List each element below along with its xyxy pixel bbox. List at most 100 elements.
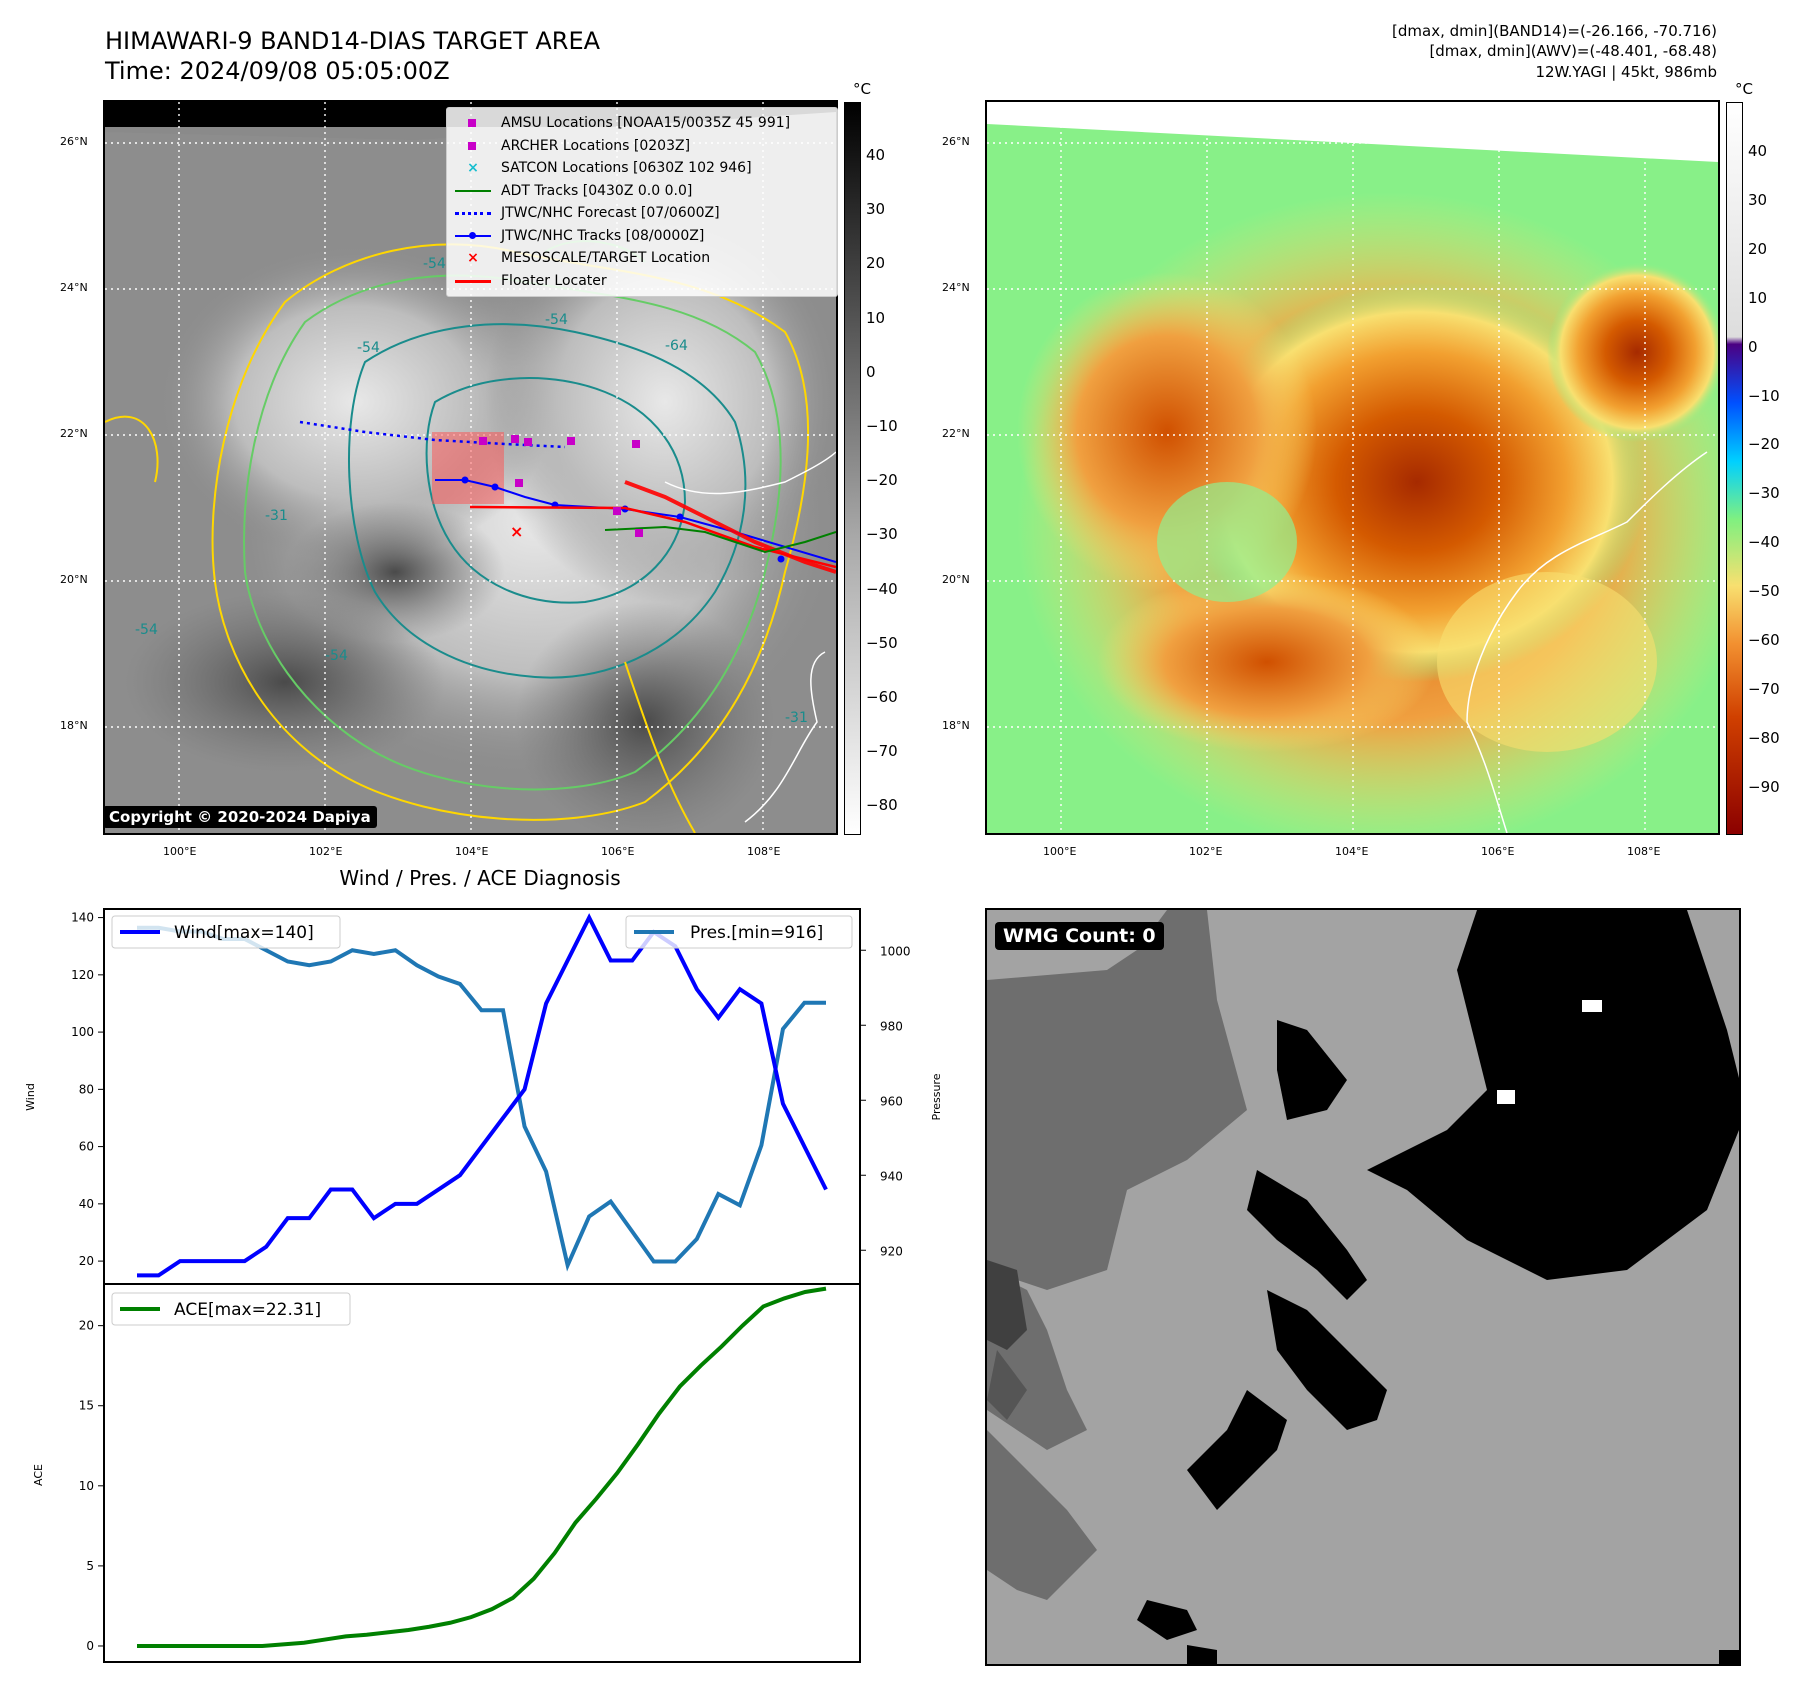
lon-label: 108°E bbox=[1627, 845, 1661, 858]
colorbar-tick-label: −60 bbox=[866, 688, 898, 706]
colorbar-tick-label: −40 bbox=[866, 579, 898, 598]
lat-label: 20°N bbox=[60, 573, 88, 586]
colorbar-tick-label: −50 bbox=[866, 633, 898, 652]
colorbar-tick-label: −40 bbox=[1748, 533, 1780, 552]
pressure-axis-label: Pressure bbox=[930, 1073, 943, 1120]
colorbar-tick-label: −30 bbox=[1748, 484, 1780, 503]
colorbar-tick-label: 30 bbox=[1748, 190, 1768, 209]
lon-label: 104°E bbox=[1335, 845, 1369, 858]
colorbar-tick-label: −30 bbox=[866, 525, 898, 544]
svg-text:-64: -64 bbox=[665, 338, 688, 354]
wind-tick-label: 40 bbox=[79, 1197, 94, 1211]
wind-axis-label: Wind bbox=[24, 1083, 37, 1111]
colorbar-color bbox=[1726, 102, 1743, 835]
colorbar-tick-label: −60 bbox=[1748, 631, 1780, 649]
svg-text:-31: -31 bbox=[265, 508, 288, 524]
ace-tick-label: 0 bbox=[86, 1639, 94, 1653]
colorbar-tick-label: −70 bbox=[866, 742, 898, 761]
svg-text:-54: -54 bbox=[357, 340, 380, 356]
wind-plot-frame bbox=[103, 908, 861, 1285]
lon-label: 102°E bbox=[1189, 845, 1223, 858]
colorbar-tick-label: −10 bbox=[1748, 386, 1780, 405]
amsu-markers bbox=[479, 435, 643, 537]
ace-tick-label: 5 bbox=[86, 1559, 94, 1573]
awv-map-panel bbox=[985, 100, 1720, 835]
info-band14: [dmax, dmin](BAND14)=(-26.166, -70.716) bbox=[1392, 22, 1717, 40]
lat-label: 22°N bbox=[942, 427, 970, 440]
wind-tick-label: 140 bbox=[71, 911, 94, 925]
colorbar-unit-awv: °C bbox=[1735, 80, 1753, 98]
colorbar-tick-label: 0 bbox=[1748, 337, 1758, 356]
pressure-tick-label: 940 bbox=[880, 1169, 903, 1183]
svg-text:-54: -54 bbox=[135, 622, 158, 638]
svg-text:-54: -54 bbox=[423, 256, 446, 272]
lat-label: 26°N bbox=[60, 135, 88, 148]
lon-label: 102°E bbox=[309, 845, 343, 858]
pressure-tick-label: 920 bbox=[880, 1244, 903, 1258]
ace-tick-label: 20 bbox=[79, 1319, 94, 1333]
pressure-tick-label: 960 bbox=[880, 1094, 903, 1108]
legend-item-satcon: × SATCON Locations [0630Z 102 946] bbox=[467, 160, 752, 177]
figure-title: HIMAWARI-9 BAND14-DIAS TARGET AREA bbox=[105, 27, 601, 55]
legend-item-forecast: JTWC/NHC Forecast [07/0600Z] bbox=[453, 202, 831, 225]
svg-text:-54: -54 bbox=[545, 312, 568, 328]
legend-item-jtwc: JTWC/NHC Tracks [08/0000Z] bbox=[453, 225, 831, 248]
lon-label: 108°E bbox=[747, 845, 781, 858]
ace-legend-label: ACE[max=22.31] bbox=[174, 1300, 321, 1320]
lon-label: 106°E bbox=[1481, 845, 1515, 858]
colorbar-tick-label: 20 bbox=[866, 254, 886, 273]
wind-tick-label: 100 bbox=[71, 1025, 94, 1039]
ace-legend: ACE[max=22.31] bbox=[111, 1292, 351, 1326]
awv-map-image bbox=[987, 102, 1718, 833]
colorbar-tick-label: 40 bbox=[1748, 142, 1768, 160]
colorbar-tick-label: −50 bbox=[1748, 582, 1780, 601]
diagnosis-title: Wind / Pres. / ACE Diagnosis bbox=[339, 866, 621, 890]
ace-tick-label: 15 bbox=[79, 1399, 94, 1413]
colorbar-tick-label: 40 bbox=[866, 146, 886, 164]
wind-tick-label: 20 bbox=[79, 1254, 94, 1268]
lon-label: 104°E bbox=[455, 845, 489, 858]
legend-item-amsu: AMSU Locations [NOAA15/0035Z 45 991] bbox=[453, 112, 831, 135]
colorbar-tick-label: 0 bbox=[866, 362, 876, 381]
wind-legend-label: Wind[max=140] bbox=[174, 923, 314, 943]
map-legend: AMSU Locations [NOAA15/0035Z 45 991] ARC… bbox=[446, 107, 838, 297]
lat-label: 22°N bbox=[60, 427, 88, 440]
ace-chart: 0 5 10 15 20 ACE ACE[max=22.31] bbox=[32, 1283, 861, 1663]
legend-item-adt: ADT Tracks [0430Z 0.0 0.0] bbox=[453, 180, 831, 203]
wind-legend: Wind[max=140] bbox=[111, 915, 341, 949]
wind-series-line bbox=[137, 913, 828, 1278]
colorbar-tick-label: −10 bbox=[866, 417, 898, 435]
lon-label: 100°E bbox=[163, 845, 197, 858]
colorbar-tick-label: −90 bbox=[1748, 777, 1780, 796]
adt-track bbox=[604, 525, 836, 554]
ace-tick-label: 10 bbox=[79, 1479, 94, 1493]
colorbar-gray bbox=[844, 102, 861, 835]
lon-label: 100°E bbox=[1043, 845, 1077, 858]
ace-series-line bbox=[137, 1286, 827, 1648]
lat-label: 18°N bbox=[60, 719, 88, 732]
colorbar-tick-label: −20 bbox=[866, 471, 898, 490]
wmg-image bbox=[987, 910, 1739, 1664]
wind-tick-label: 120 bbox=[71, 968, 94, 982]
colorbar-tick-label: 20 bbox=[1748, 239, 1768, 258]
ace-axis-label: ACE bbox=[32, 1464, 45, 1486]
legend-item-target: × MESOSCALE/TARGET Location bbox=[467, 250, 711, 267]
wind-tick-label: 60 bbox=[79, 1140, 94, 1154]
wmg-count-badge: WMG Count: 0 bbox=[995, 922, 1164, 950]
lat-label: 20°N bbox=[942, 573, 970, 586]
contour-labels: -54 -54 -54 -64 -31 -54 -31 -54 bbox=[135, 256, 808, 726]
wmg-panel bbox=[985, 908, 1741, 1666]
wind-tick-label: 80 bbox=[79, 1082, 94, 1096]
lat-label: 18°N bbox=[942, 719, 970, 732]
target-box bbox=[432, 432, 504, 504]
legend-item-archer: ARCHER Locations [0203Z] bbox=[453, 135, 831, 158]
legend-item-floater: Floater Locater bbox=[453, 270, 831, 293]
lon-label: 106°E bbox=[601, 845, 635, 858]
colorbar-tick-label: 10 bbox=[1748, 288, 1768, 307]
svg-text:-31: -31 bbox=[785, 710, 808, 726]
colorbar-tick-label: −80 bbox=[866, 796, 898, 815]
target-marker: × bbox=[510, 522, 523, 541]
lat-label: 24°N bbox=[60, 281, 88, 294]
colorbar-tick-label: 30 bbox=[866, 200, 886, 219]
colorbar-tick-label: −20 bbox=[1748, 435, 1780, 454]
